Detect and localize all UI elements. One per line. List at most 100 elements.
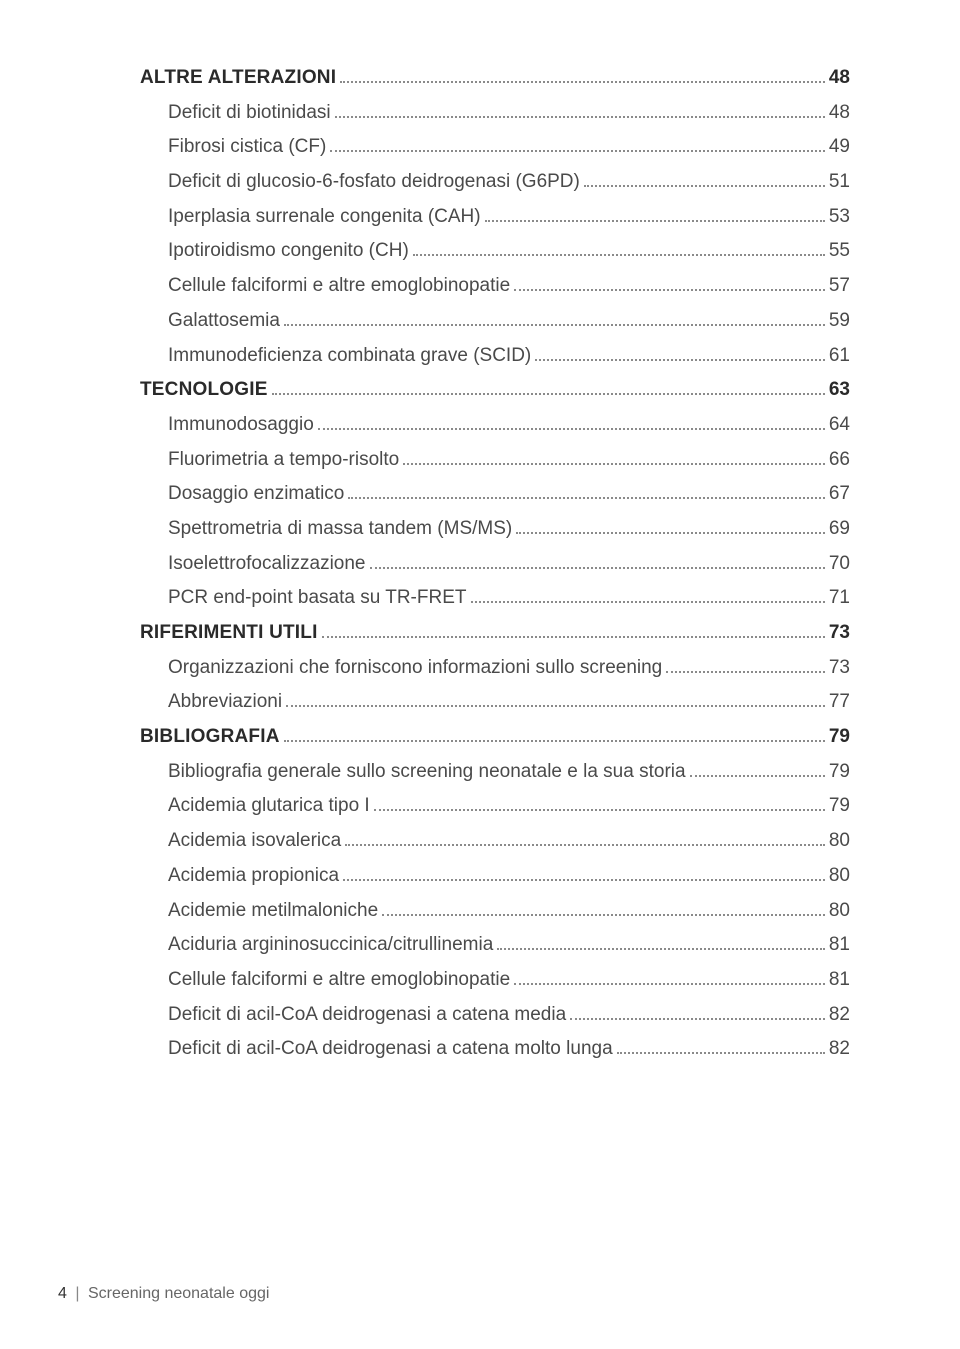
toc-entry-label: Abbreviazioni [168,690,282,715]
footer-page-number: 4 [58,1285,67,1302]
table-of-contents: ALTRE ALTERAZIONI 48 Deficit di biotinidas… [140,66,850,1062]
toc-entry-page: 49 [829,135,850,160]
toc-leader-dots [516,532,825,534]
toc-entry-label: Deficit di glucosio-6-fosfato deidrogena… [168,170,580,195]
toc-leader-dots [322,636,825,638]
toc-entry-label: ALTRE ALTERAZIONI [140,66,336,91]
toc-leader-dots [284,740,825,742]
toc-entry-label: PCR end-point basata su TR-FRET [168,586,467,611]
toc-entry: Deficit di glucosio-6-fosfato deidrogena… [140,170,850,195]
toc-entry-label: Acidemia isovalerica [168,829,341,854]
toc-leader-dots [370,567,825,569]
toc-leader-dots [348,497,824,499]
toc-entry-page: 69 [829,517,850,542]
toc-entry: Ipotiroidismo congenito (CH) 55 [140,239,850,264]
toc-entry-page: 79 [829,794,850,819]
toc-entry-label: BIBLIOGRAFIA [140,725,280,750]
toc-entry: Dosaggio enzimatico 67 [140,482,850,507]
toc-leader-dots [497,948,825,950]
toc-entry: Immunodosaggio 64 [140,413,850,438]
toc-leader-dots [403,463,825,465]
toc-entry-page: 48 [829,66,850,91]
toc-entry-page: 57 [829,274,850,299]
toc-heading: RIFERIMENTI UTILI73 [140,621,850,646]
toc-entry-label: Deficit di acil-CoA deidrogenasi a caten… [168,1003,566,1028]
toc-entry-page: 77 [829,690,850,715]
toc-entry-label: Cellule falciformi e altre emoglobinopat… [168,968,510,993]
toc-entry-page: 70 [829,552,850,577]
toc-heading: TECNOLOGIE63 [140,378,850,403]
toc-leader-dots [286,705,825,707]
toc-entry: Acidemia propionica80 [140,864,850,889]
toc-heading: BIBLIOGRAFIA 79 [140,725,850,750]
toc-entry-label: TECNOLOGIE [140,378,268,403]
toc-leader-dots [413,254,825,256]
toc-entry-page: 66 [829,448,850,473]
toc-leader-dots [340,81,825,83]
toc-entry: Deficit di acil-CoA deidrogenasi a caten… [140,1037,850,1062]
toc-entry-label: Fibrosi cistica (CF) [168,135,326,160]
toc-entry: Abbreviazioni 77 [140,690,850,715]
toc-entry-page: 53 [829,205,850,230]
toc-leader-dots [330,150,825,152]
toc-leader-dots [617,1052,825,1054]
toc-leader-dots [485,220,825,222]
toc-leader-dots [318,428,825,430]
toc-entry-label: Immunodosaggio [168,413,314,438]
toc-entry-page: 59 [829,309,850,334]
toc-entry-page: 51 [829,170,850,195]
toc-entry-label: Immunodeficienza combinata grave (SCID) [168,344,531,369]
toc-entry: Cellule falciformi e altre emoglobinopat… [140,968,850,993]
toc-entry-page: 67 [829,482,850,507]
toc-leader-dots [345,844,825,846]
toc-entry-label: Bibliografia generale sullo screening ne… [168,760,686,785]
toc-entry-page: 64 [829,413,850,438]
toc-entry: Deficit di acil-CoA deidrogenasi a caten… [140,1003,850,1028]
toc-heading: ALTRE ALTERAZIONI 48 [140,66,850,91]
toc-entry: Bibliografia generale sullo screening ne… [140,760,850,785]
toc-entry-page: 81 [829,968,850,993]
toc-entry: Immunodeficienza combinata grave (SCID) 6… [140,344,850,369]
footer-separator: | [75,1285,79,1302]
toc-entry-label: Dosaggio enzimatico [168,482,344,507]
toc-entry-label: Deficit di acil-CoA deidrogenasi a caten… [168,1037,613,1062]
toc-entry-label: Spettrometria di massa tandem (MS/MS) [168,517,512,542]
toc-entry: Fibrosi cistica (CF) 49 [140,135,850,160]
toc-leader-dots [570,1018,825,1020]
toc-entry: Acidemie metilmaloniche 80 [140,899,850,924]
toc-entry-page: 79 [829,725,850,750]
toc-entry-label: Isoelettrofocalizzazione [168,552,366,577]
toc-entry-label: Organizzazioni che forniscono informazio… [168,656,662,681]
toc-leader-dots [535,359,825,361]
toc-entry: Organizzazioni che forniscono informazio… [140,656,850,681]
footer-document-title: Screening neonatale oggi [88,1285,269,1302]
toc-leader-dots [374,809,825,811]
toc-entry-label: Aciduria argininosuccinica/citrullinemia [168,933,493,958]
toc-entry-page: 71 [829,586,850,611]
toc-entry: Spettrometria di massa tandem (MS/MS) 69 [140,517,850,542]
toc-entry: Aciduria argininosuccinica/citrullinemia… [140,933,850,958]
toc-entry-page: 81 [829,933,850,958]
toc-leader-dots [471,601,825,603]
toc-entry-page: 80 [829,899,850,924]
toc-entry-label: Acidemia glutarica tipo I [168,794,370,819]
toc-leader-dots [690,775,825,777]
toc-entry-page: 73 [829,621,850,646]
toc-leader-dots [514,289,825,291]
toc-entry-page: 79 [829,760,850,785]
toc-entry-page: 82 [829,1003,850,1028]
toc-entry-label: Acidemie metilmaloniche [168,899,378,924]
toc-entry: Deficit di biotinidasi48 [140,101,850,126]
toc-entry-label: Iperplasia surrenale congenita (CAH) [168,205,481,230]
toc-entry: Iperplasia surrenale congenita (CAH) 53 [140,205,850,230]
toc-entry-label: Fluorimetria a tempo-risolto [168,448,399,473]
toc-entry-label: Acidemia propionica [168,864,339,889]
toc-leader-dots [666,671,825,673]
toc-entry-page: 61 [829,344,850,369]
toc-entry-page: 55 [829,239,850,264]
toc-leader-dots [343,879,825,881]
toc-entry-label: Ipotiroidismo congenito (CH) [168,239,409,264]
toc-entry: Acidemia glutarica tipo I 79 [140,794,850,819]
toc-entry: Isoelettrofocalizzazione 70 [140,552,850,577]
toc-leader-dots [382,914,825,916]
